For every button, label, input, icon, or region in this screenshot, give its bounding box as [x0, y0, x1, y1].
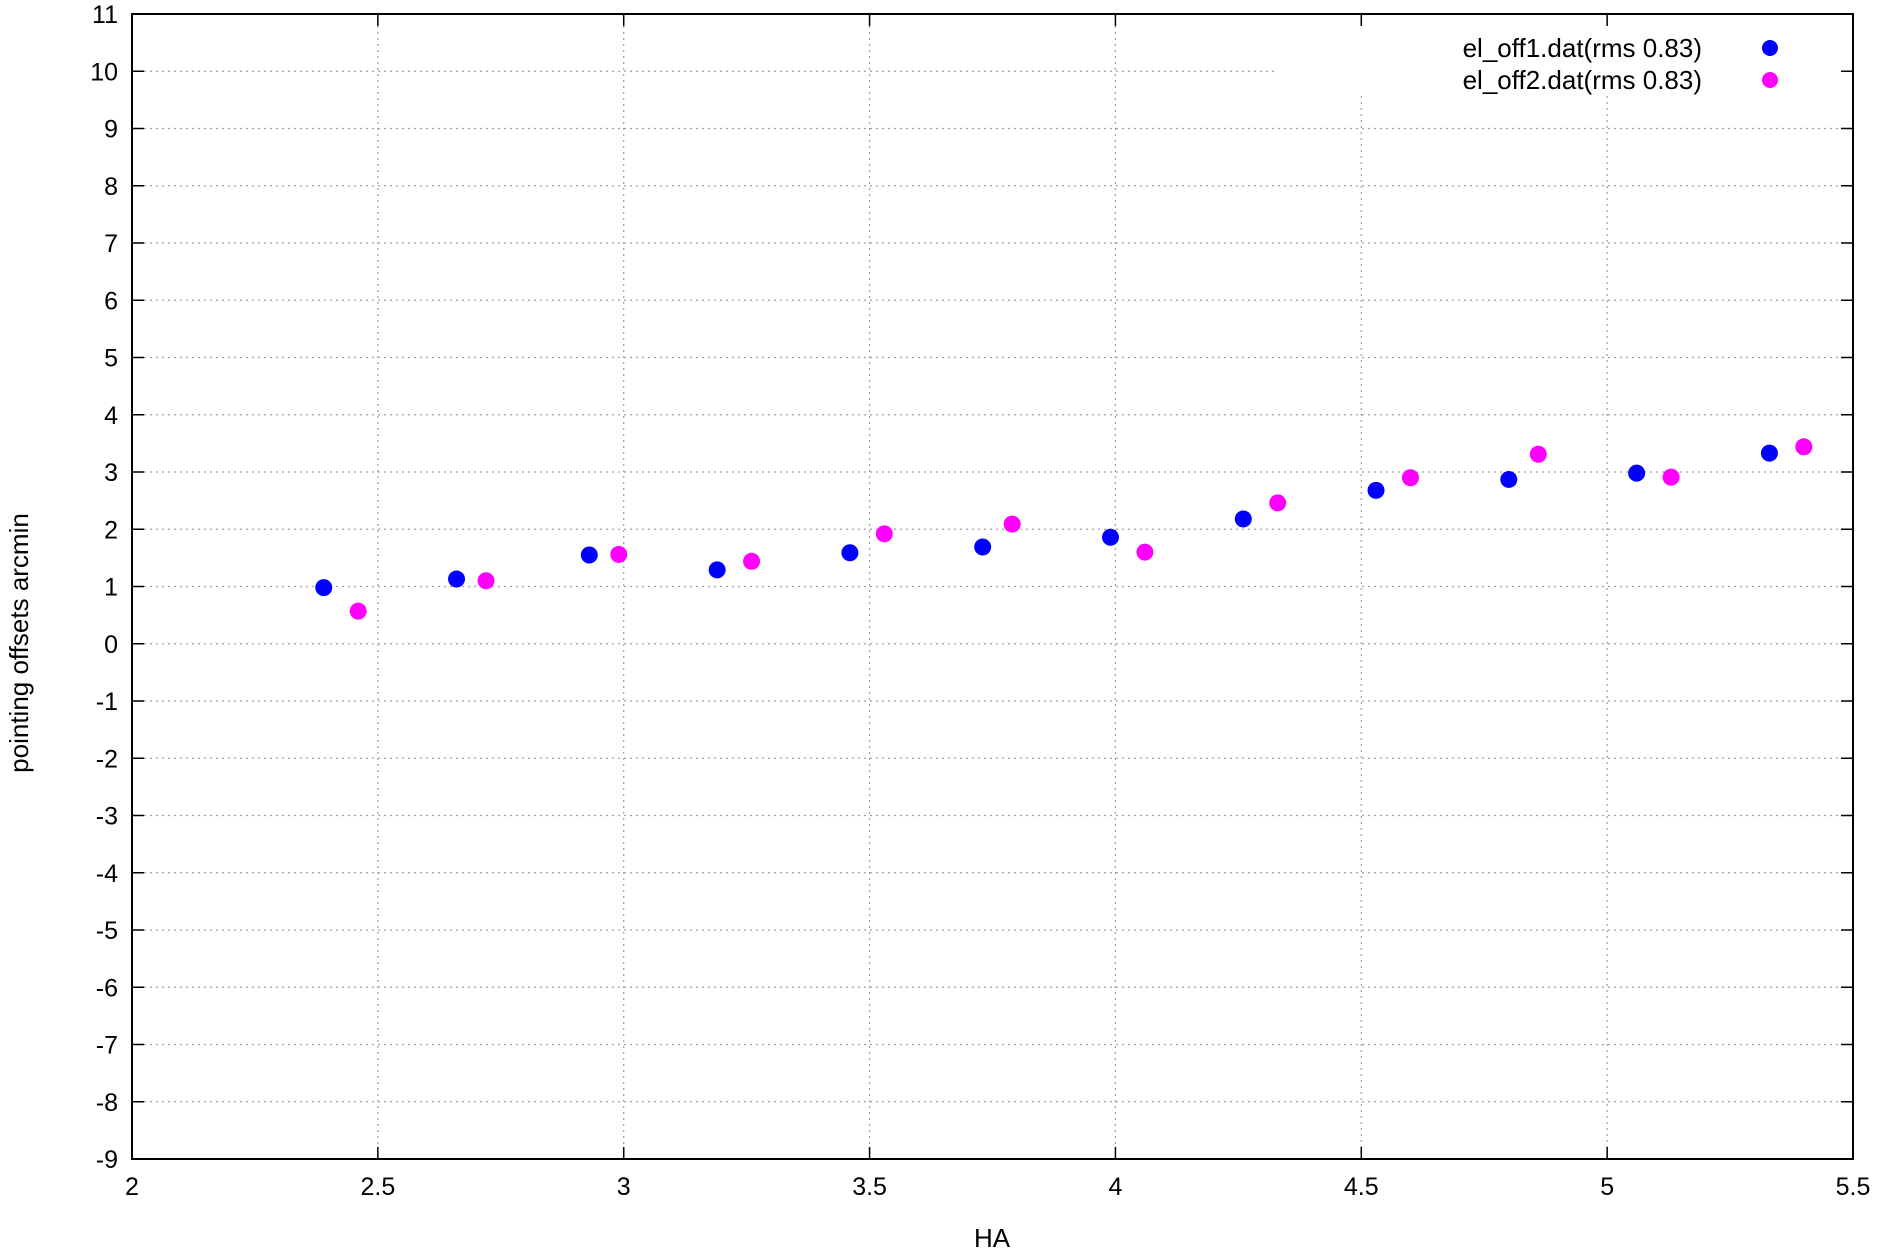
y-tick-label: -9 — [96, 1146, 118, 1174]
legend-marker — [1762, 40, 1778, 56]
data-point — [708, 561, 726, 579]
y-tick-label: -6 — [96, 974, 118, 1002]
x-tick-label: 5.5 — [1836, 1173, 1871, 1201]
x-axis-title: HA — [974, 1223, 1011, 1253]
data-point — [1529, 445, 1547, 463]
y-tick-label: -3 — [96, 803, 118, 831]
data-point — [1662, 468, 1680, 486]
data-point — [1234, 510, 1252, 528]
legend-marker — [1762, 72, 1778, 88]
y-tick-label: 9 — [104, 116, 118, 144]
x-tick-label: 4 — [1108, 1173, 1122, 1201]
x-tick-label: 2.5 — [360, 1173, 395, 1201]
data-point — [477, 572, 495, 590]
data-point — [1795, 438, 1813, 456]
y-tick-label: 3 — [104, 459, 118, 487]
axes: -9 -8 -7 -6 -5 -4 -3 -2 -1 0 1 2 3 4 5 6 7 8 9 10 11 2 2.5 3 3.5… — [90, 1, 1870, 1201]
data-point — [1003, 515, 1021, 533]
y-tick-label: 0 — [104, 631, 118, 659]
data-point — [743, 552, 761, 570]
y-tick-label: 2 — [104, 516, 118, 544]
legend: el_off1.dat(rms 0.83)el_off2.dat(rms 0.8… — [1463, 33, 1778, 95]
data-point — [610, 545, 628, 563]
data-point — [974, 538, 992, 556]
plot-border — [131, 13, 1854, 1160]
y-tick-label: -5 — [96, 917, 118, 945]
y-tick-label: 1 — [104, 574, 118, 602]
y-tick-label: 6 — [104, 287, 118, 315]
legend-label: el_off2.dat(rms 0.83) — [1463, 65, 1702, 95]
data-point — [580, 546, 598, 564]
data-point — [875, 525, 893, 543]
data-point — [1102, 528, 1120, 546]
y-tick-label: 8 — [104, 173, 118, 201]
x-tick-label: 3.5 — [852, 1173, 887, 1201]
y-tick-label: -4 — [96, 860, 118, 888]
data-point — [349, 602, 367, 620]
data-point — [315, 579, 333, 597]
x-tick-label: 2 — [125, 1173, 139, 1201]
y-tick-label: 11 — [92, 1, 118, 29]
y-axis-title: pointing offsets arcmin — [4, 513, 34, 773]
y-tick-label: -8 — [96, 1089, 118, 1117]
x-tick-label: 5 — [1600, 1173, 1614, 1201]
x-tick-label: 4.5 — [1344, 1173, 1379, 1201]
data-point — [448, 570, 466, 588]
y-tick-label: 4 — [104, 402, 118, 430]
data-point — [1269, 494, 1287, 512]
legend-label: el_off1.dat(rms 0.83) — [1463, 33, 1702, 63]
data-point — [1367, 481, 1385, 499]
grid-lines — [132, 14, 1853, 1159]
y-tick-label: 5 — [104, 345, 118, 373]
y-tick-label: -7 — [96, 1032, 118, 1060]
y-tick-label: 10 — [90, 58, 118, 86]
data-point — [1136, 543, 1154, 561]
data-points — [315, 438, 1813, 620]
data-point — [1760, 444, 1778, 462]
y-tick-label: 7 — [104, 230, 118, 258]
y-tick-label: -1 — [96, 688, 118, 716]
y-tick-label: -2 — [96, 745, 118, 773]
data-point — [1500, 470, 1518, 488]
data-point — [841, 544, 859, 562]
data-point — [1401, 469, 1419, 487]
data-point — [1628, 464, 1646, 482]
x-tick-label: 3 — [617, 1173, 631, 1201]
